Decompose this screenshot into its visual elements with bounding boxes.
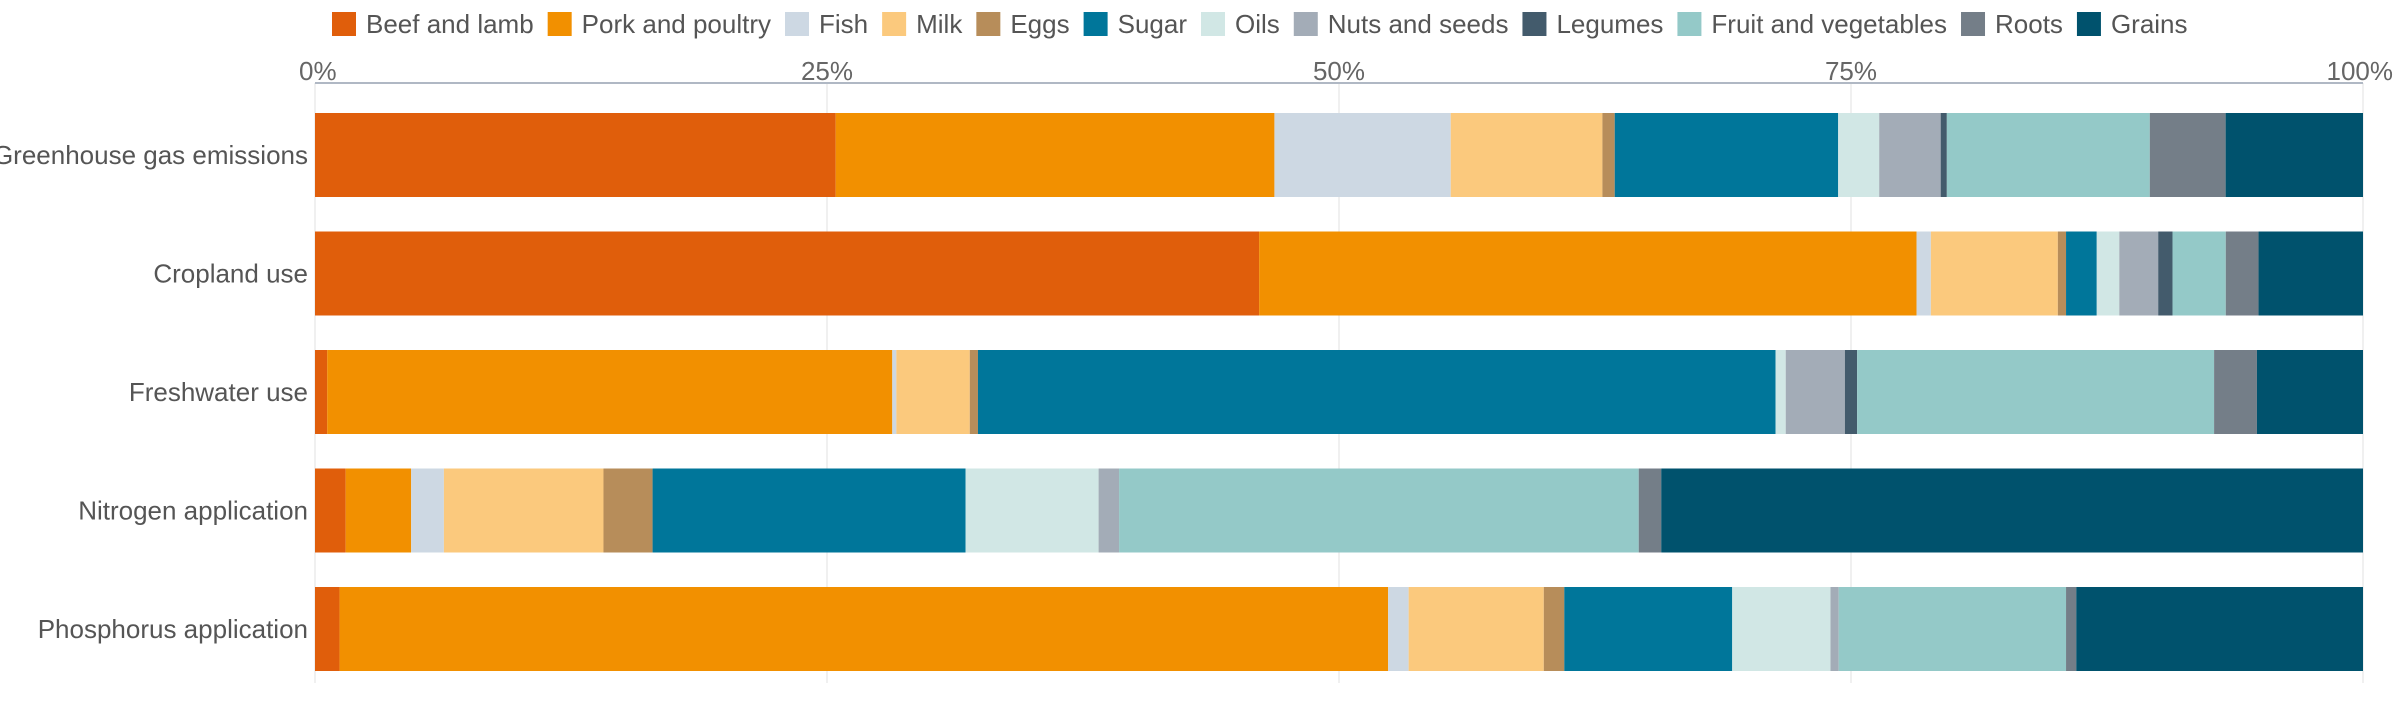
bar-segment-fish [411,468,444,553]
legend-label-pork-and-poultry: Pork and poultry [582,9,771,39]
bar-segment-oils [1732,587,1831,671]
bar-segment-oils [2096,231,2120,316]
y-tick-label-nitrogen-application: Nitrogen application [78,496,308,526]
x-tick-label: 100% [2327,56,2394,86]
bar-segment-fruit-and-vegetables [2172,231,2226,316]
legend-swatch-legumes [1522,12,1547,36]
bar-segment-beef-and-lamb [315,350,328,434]
bar-segment-oils [1775,350,1786,434]
bar-segment-sugar [977,350,1776,434]
bar-segment-pork-and-poultry [835,113,1275,197]
bar-segment-oils [965,468,1099,553]
bar-segment-milk [1408,587,1544,671]
chart-legend: Beef and lamb Pork and poultry Fish Milk Egg… [332,9,2188,39]
legend-label-eggs: Eggs [1010,9,1069,39]
legend-swatch-oils [1201,12,1225,36]
y-tick-label-cropland-use: Cropland use [153,259,308,289]
legend-swatch-nuts-and-seeds [1293,12,1318,36]
bar-segment-eggs [1543,587,1565,671]
legend-label-fruit-and-vegetables: Fruit and vegetables [1711,9,1947,39]
bar-segment-pork-and-poultry [327,350,893,434]
x-tick-label: 75% [1825,56,1877,86]
legend-label-sugar: Sugar [1118,9,1188,39]
bar-segment-eggs [1602,113,1615,197]
bar-segment-nuts-and-seeds [2119,231,2159,316]
bar-segment-fish [1388,587,1409,671]
x-tick-label: 50% [1313,56,1365,86]
bar-segment-pork-and-poultry [1259,231,1917,316]
bar-segment-eggs [969,350,978,434]
bar-segment-milk [1930,231,2058,316]
legend-swatch-milk [882,12,907,36]
bar-segment-fish [892,350,897,434]
legend-label-oils: Oils [1235,9,1280,39]
bar-segment-beef-and-lamb [315,587,340,671]
legend-swatch-roots [1961,12,1986,36]
bar-segment-roots [1638,468,1662,553]
bar-segment-sugar [1614,113,1839,197]
bar-segment-grains [2225,113,2363,197]
y-tick-label-freshwater-use: Freshwater use [129,377,308,407]
legend-swatch-fish [785,12,809,36]
legend-swatch-eggs [976,12,1001,36]
bar-segment-nuts-and-seeds [1785,350,1845,434]
bar-segment-fruit-and-vegetables [1119,468,1639,553]
legend-label-fish: Fish [819,9,868,39]
bar-segment-grains [2076,587,2363,671]
bar-segment-nuts-and-seeds [1098,468,1120,553]
legend-label-legumes: Legumes [1556,9,1663,39]
bar-segment-eggs [2057,231,2067,316]
legend-swatch-sugar [1083,12,1108,36]
bar-segment-sugar [652,468,966,553]
bar-segment-beef-and-lamb [315,113,836,197]
bar-segment-legumes [2158,231,2173,316]
bar-segment-grains [1661,468,2363,553]
bar-segment-grains [2258,231,2363,316]
legend-swatch-fruit-and-vegetables [1677,12,1702,36]
bar-segment-roots [2225,231,2259,316]
legend-swatch-pork-and-poultry [547,12,572,36]
bar-segment-nuts-and-seeds [1879,113,1941,197]
bar-segment-fruit-and-vegetables [1946,113,2150,197]
y-tick-label-phosphorus-application: Phosphorus application [38,614,308,644]
bar-segment-eggs [603,468,653,553]
bar-segment-pork-and-poultry [339,587,1389,671]
legend-label-nuts-and-seeds: Nuts and seeds [1328,9,1509,39]
x-tick-label: 25% [801,56,853,86]
legend-swatch-grains [2076,12,2101,36]
bar-segment-fish [1274,113,1451,197]
bar-segment-grains [2256,350,2363,434]
chart-bars [315,113,2363,671]
bar-segment-milk [896,350,970,434]
y-tick-label-greenhouse-gas-emissions: Greenhouse gas emissions [0,140,308,170]
legend-label-milk: Milk [916,9,963,39]
bar-segment-legumes [1844,350,1858,434]
bar-segment-beef-and-lamb [315,231,1260,316]
legend-label-grains: Grains [2111,9,2188,39]
bar-segment-pork-and-poultry [345,468,412,553]
bar-segment-sugar [2066,231,2097,316]
bar-segment-nuts-and-seeds [1830,587,1839,671]
bar-segment-milk [1450,113,1603,197]
legend-label-beef-and-lamb: Beef and lamb [366,9,534,39]
bar-segment-milk [443,468,604,553]
bar-segment-roots [2149,113,2226,197]
bar-segment-fruit-and-vegetables [1857,350,2215,434]
legend-swatch-beef-and-lamb [332,12,356,36]
bar-segment-sugar [1564,587,1733,671]
bar-segment-oils [1838,113,1880,197]
bar-segment-legumes [1940,113,1947,197]
bar-segment-fruit-and-vegetables [1838,587,2067,671]
legend-label-roots: Roots [1995,9,2063,39]
bar-segment-beef-and-lamb [315,468,346,553]
x-tick-label: 0% [299,56,337,86]
y-axis: Greenhouse gas emissions Cropland use Fres… [0,140,308,644]
bar-segment-roots [2066,587,2077,671]
x-axis: 0% 25% 50% 75% 100% [299,56,2393,86]
bar-segment-fish [1916,231,1931,316]
bar-segment-roots [2214,350,2257,434]
